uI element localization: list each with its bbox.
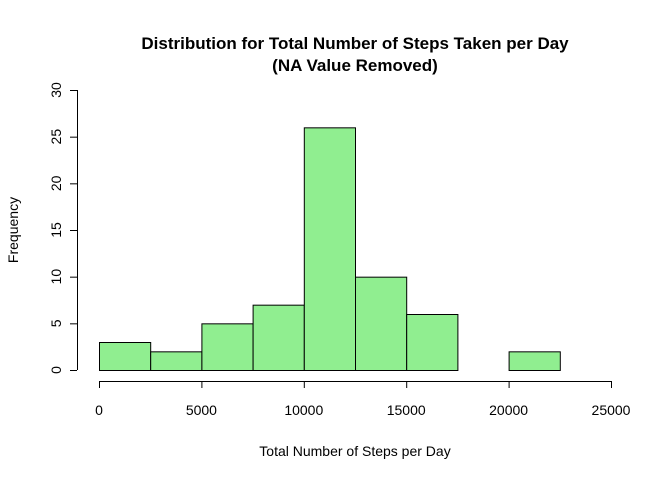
x-tick-label-2: 10000 <box>284 402 323 418</box>
chart-subtitle: (NA Value Removed) <box>272 56 438 75</box>
x-tick-label-0: 0 <box>95 402 103 418</box>
x-tick-label-4: 20000 <box>489 402 528 418</box>
histogram-bar-5 <box>355 276 408 371</box>
histogram-bar-2 <box>201 323 254 372</box>
chart-title: Distribution for Total Number of Steps T… <box>141 34 569 53</box>
y-tick-label-3: 15 <box>48 222 64 238</box>
histogram-bar-6 <box>406 314 459 371</box>
x-tick-label-3: 15000 <box>387 402 426 418</box>
x-axis-label: Total Number of Steps per Day <box>259 443 450 459</box>
bars-group <box>99 127 561 372</box>
y-axis: 0 5 10 15 20 25 30 <box>48 82 78 374</box>
x-axis: 0 5000 10000 15000 20000 25000 <box>95 381 631 418</box>
x-tick-label-1: 5000 <box>186 402 217 418</box>
histogram-bar-0 <box>99 342 152 371</box>
y-tick-label-1: 5 <box>48 319 64 327</box>
y-tick-label-0: 0 <box>48 366 64 374</box>
y-tick-label-6: 30 <box>48 82 64 98</box>
x-tick-label-5: 25000 <box>592 402 631 418</box>
y-tick-label-5: 25 <box>48 129 64 145</box>
histogram-bar-3 <box>252 304 305 371</box>
histogram-bar-8 <box>508 351 561 372</box>
histogram-bar-1 <box>150 351 203 372</box>
y-tick-label-4: 20 <box>48 175 64 191</box>
histogram-bar-4 <box>303 127 356 372</box>
y-axis-label: Frequency <box>5 197 21 263</box>
y-tick-label-2: 10 <box>48 269 64 285</box>
